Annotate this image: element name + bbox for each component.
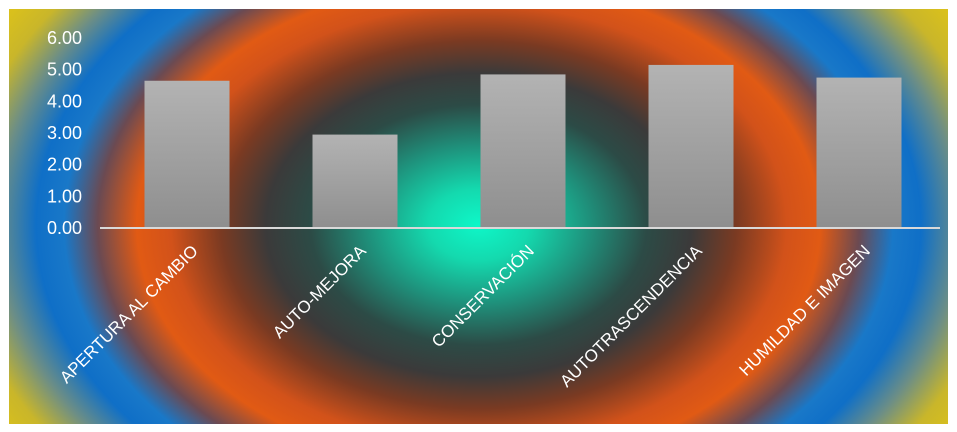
bar (816, 77, 902, 228)
category-labels: APERTURA AL CAMBIO AUTO-MEJORA CONSERVACIÓ… (56, 241, 874, 391)
bar (648, 64, 734, 229)
x-category-label: AUTOTRASCENDENCIA (556, 241, 706, 391)
bar (312, 134, 398, 228)
bar (480, 74, 566, 229)
x-category-label: CONSERVACIÓN (428, 241, 538, 351)
y-tick-label: 2.00 (47, 155, 82, 175)
y-tick-label: 0.00 (47, 218, 82, 238)
y-tick-label: 5.00 (47, 60, 82, 80)
bar (144, 80, 230, 228)
y-tick-label: 1.00 (47, 186, 82, 206)
x-category-label: AUTO-MEJORA (269, 241, 370, 342)
y-tick-label: 3.00 (47, 123, 82, 143)
y-axis-ticks: 0.00 1.00 2.00 3.00 4.00 5.00 6.00 (47, 28, 82, 238)
y-tick-label: 4.00 (47, 91, 82, 111)
x-category-label: APERTURA AL CAMBIO (56, 241, 202, 387)
bars (144, 64, 902, 229)
y-tick-label: 6.00 (47, 28, 82, 48)
x-category-label: HUMILDAD E IMAGEN (735, 241, 873, 379)
